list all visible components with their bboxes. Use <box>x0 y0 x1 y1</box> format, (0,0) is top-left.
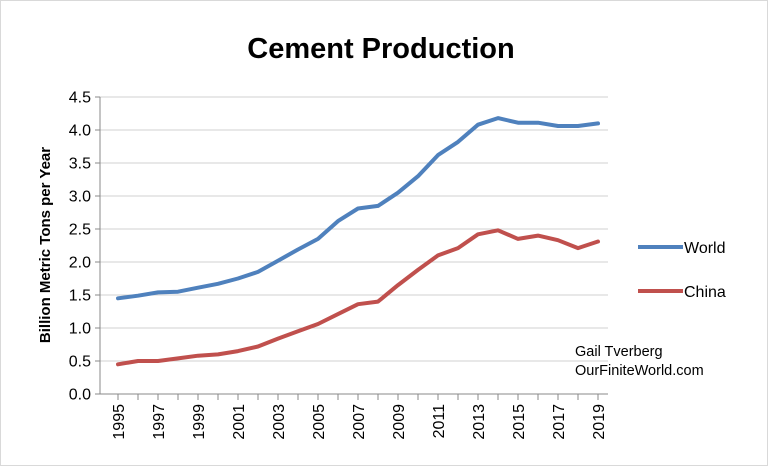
series-line-world <box>116 116 600 301</box>
x-tick-label: 1995 <box>111 404 128 440</box>
x-tick-label: 2003 <box>271 404 288 440</box>
y-tick-label: 3.5 <box>69 156 91 173</box>
x-tick-label: 2005 <box>311 404 328 440</box>
y-tick-label: 0.0 <box>69 387 91 404</box>
x-tick-label: 1997 <box>151 404 168 440</box>
x-tick-label: 2013 <box>471 404 488 440</box>
x-tick-label: 2017 <box>551 404 568 440</box>
legend: World China <box>638 240 726 301</box>
series-line-china <box>116 228 600 367</box>
y-tick-label: 2.0 <box>69 255 91 272</box>
annotation: Gail Tverberg OurFiniteWorld.com <box>575 344 704 379</box>
axes <box>95 96 608 400</box>
x-tick-label: 2001 <box>231 404 248 440</box>
annotation-author: Gail Tverberg <box>575 344 663 360</box>
grid-lines <box>100 96 608 362</box>
legend-label-world: World <box>684 240 726 257</box>
x-tick-label: 2009 <box>391 404 408 440</box>
y-axis-label: Billion Metric Tons per Year <box>37 147 54 343</box>
y-tick-label: 4.0 <box>69 123 91 140</box>
y-tick-label: 0.5 <box>69 354 91 371</box>
x-tick-label: 2019 <box>591 404 608 440</box>
y-tick-label: 4.5 <box>69 90 91 107</box>
x-tick-label: 2011 <box>431 404 448 439</box>
y-tick-label: 3.0 <box>69 189 91 206</box>
x-tick-label: 2015 <box>511 404 528 440</box>
y-tick-label: 1.5 <box>69 288 91 305</box>
y-tick-label: 1.0 <box>69 321 91 338</box>
y-tick-labels: 0.0 0.5 1.0 1.5 2.0 2.5 3.0 3.5 4.0 4.5 <box>69 90 91 404</box>
chart-title: Cement Production <box>247 33 514 65</box>
series-lines <box>116 116 600 367</box>
x-tick-label: 1999 <box>191 404 208 440</box>
annotation-website: OurFiniteWorld.com <box>575 363 704 379</box>
legend-label-china: China <box>684 284 726 301</box>
x-tick-label: 2007 <box>351 404 368 440</box>
y-tick-label: 2.5 <box>69 222 91 239</box>
x-tick-labels: 1995 1997 1999 2001 2003 2005 2007 2009 2011 2013… <box>111 404 608 440</box>
